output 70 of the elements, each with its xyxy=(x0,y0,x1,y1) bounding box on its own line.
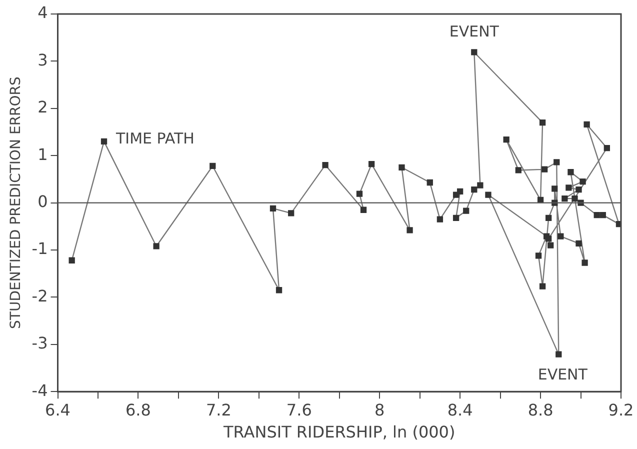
point xyxy=(556,351,562,358)
x-tick-label: 7.2 xyxy=(206,400,232,420)
y-tick-label: 3 xyxy=(38,50,48,70)
point xyxy=(568,169,574,176)
point xyxy=(566,184,572,191)
point xyxy=(356,190,363,197)
x-tick-label: 7.6 xyxy=(286,400,312,420)
point xyxy=(582,260,588,266)
point xyxy=(562,195,568,202)
point xyxy=(600,212,606,218)
point xyxy=(558,233,564,240)
point xyxy=(398,164,405,170)
point xyxy=(541,166,548,172)
point xyxy=(548,242,554,248)
point xyxy=(554,159,560,166)
point xyxy=(471,49,478,56)
y-tick-label: 1 xyxy=(38,144,48,164)
x-axis-title: TRANSIT RIDERSHIP, ln (000) xyxy=(222,422,456,442)
annotation: EVENT xyxy=(449,22,500,41)
x-tick-label: 6.4 xyxy=(45,400,70,420)
y-tick-label: -4 xyxy=(32,380,48,400)
point xyxy=(594,212,600,218)
x-tick-label: 6.8 xyxy=(125,400,151,420)
y-tick-label: -3 xyxy=(32,334,48,353)
x-tick-label: 8.8 xyxy=(528,400,554,420)
y-tick-label: -2 xyxy=(32,286,48,306)
point xyxy=(576,240,582,246)
point xyxy=(604,144,610,152)
point xyxy=(100,138,108,145)
x-tick-label: 8 xyxy=(374,400,385,420)
point xyxy=(288,210,294,216)
point xyxy=(576,186,582,193)
point xyxy=(546,236,552,242)
point xyxy=(552,186,558,192)
point xyxy=(153,243,160,250)
point xyxy=(546,214,552,221)
point xyxy=(322,162,328,168)
y-tick-label: 0 xyxy=(38,192,48,211)
point xyxy=(485,192,492,198)
point xyxy=(503,136,510,143)
point xyxy=(477,182,484,188)
point xyxy=(276,287,282,294)
point xyxy=(584,121,590,128)
point xyxy=(270,205,276,212)
x-tick-label: 9.2 xyxy=(608,400,634,420)
point xyxy=(68,257,75,264)
point xyxy=(580,178,586,185)
point xyxy=(616,220,621,228)
point xyxy=(457,188,464,195)
y-tick-label: 4 xyxy=(38,3,48,22)
point xyxy=(452,214,460,221)
point xyxy=(210,162,216,170)
point xyxy=(515,167,522,174)
y-tick-label: -1 xyxy=(32,239,48,258)
point xyxy=(360,206,367,213)
point xyxy=(368,161,375,168)
point xyxy=(572,195,578,202)
point xyxy=(471,186,478,193)
point xyxy=(463,208,470,214)
point xyxy=(406,227,413,234)
annotation: TIME PATH xyxy=(115,129,194,148)
y-axis-title: STUDENTIZED PREDICTION ERRORS xyxy=(8,76,24,329)
y-tick-label: 2 xyxy=(38,98,48,117)
point xyxy=(539,119,546,126)
point xyxy=(426,179,433,186)
x-tick-label: 8.4 xyxy=(447,400,473,420)
point xyxy=(436,216,444,222)
annotation: EVENT xyxy=(538,366,588,384)
point xyxy=(535,252,542,259)
point xyxy=(539,283,546,290)
